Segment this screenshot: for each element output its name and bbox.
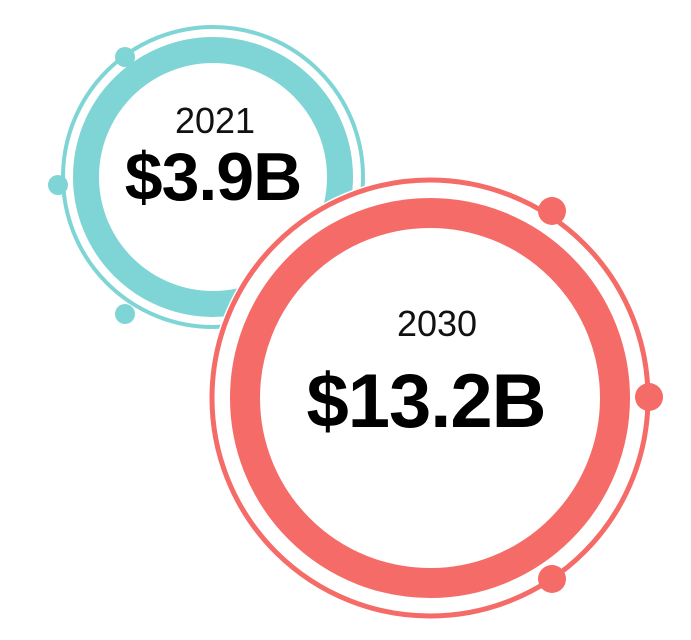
ring-2021-thick-band xyxy=(73,37,353,317)
ring-2021-dot-top xyxy=(115,47,135,67)
ring-2021 xyxy=(48,25,365,329)
ring-2030-dot-right xyxy=(635,383,663,411)
ring-2021-dot-bottom xyxy=(115,304,135,324)
value-label-2021: $3.9B xyxy=(124,139,302,215)
ring-2030-dot-bottom xyxy=(538,565,566,593)
year-label-2030: 2030 xyxy=(396,303,478,344)
year-label-2021: 2021 xyxy=(174,100,256,141)
ring-2030-thick-band xyxy=(230,198,630,598)
ring-2030-dot-top xyxy=(538,197,566,225)
ring-2021-dot-left xyxy=(48,175,68,195)
value-label-2030: $13.2B xyxy=(306,359,546,444)
ring-2030-white-backing xyxy=(208,176,652,620)
ring-2030 xyxy=(208,176,663,620)
